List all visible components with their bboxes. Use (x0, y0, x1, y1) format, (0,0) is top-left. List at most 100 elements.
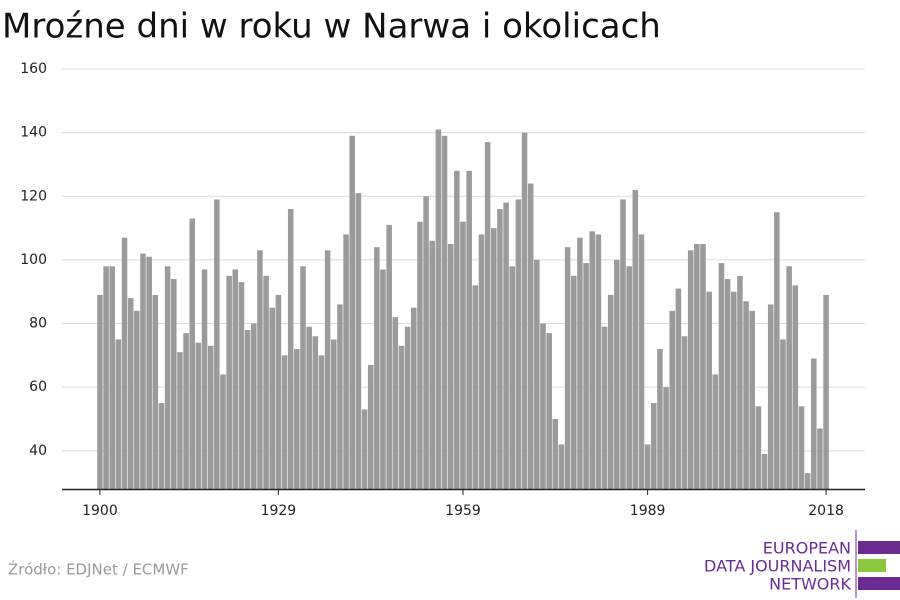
bar (287, 209, 294, 489)
bar (337, 304, 343, 489)
bar (404, 326, 411, 489)
bar (349, 135, 355, 489)
bar (583, 263, 589, 489)
bar (214, 199, 220, 490)
x-tick-label: 2018 (808, 503, 844, 519)
bar (171, 279, 177, 489)
bar (792, 285, 799, 489)
bar (189, 218, 195, 489)
bar (263, 275, 269, 489)
bar (657, 349, 663, 489)
bar (638, 234, 645, 489)
bar (158, 403, 165, 489)
bar (540, 323, 546, 489)
bar (257, 250, 263, 489)
bar (534, 259, 540, 489)
bar (374, 247, 380, 489)
bar (238, 282, 245, 489)
bar (798, 406, 805, 489)
logo-bar (858, 559, 886, 572)
bar (355, 193, 362, 489)
bar (423, 196, 429, 490)
bar (331, 339, 337, 489)
bar (811, 358, 817, 489)
bar (823, 294, 829, 489)
bar (164, 266, 171, 489)
bar (503, 202, 509, 490)
bar (737, 275, 743, 489)
bar (632, 189, 639, 489)
bar (743, 301, 749, 489)
logo-bar (858, 541, 900, 554)
x-tick-label: 1989 (630, 503, 666, 519)
bar (786, 266, 792, 489)
bar (484, 142, 491, 489)
bar (121, 237, 128, 489)
bar (447, 244, 454, 489)
y-tick-label: 120 (20, 188, 47, 204)
logo-text: EUROPEAN (763, 539, 851, 558)
y-tick-label: 140 (20, 125, 47, 141)
bar (687, 250, 694, 489)
y-tick-label: 160 (20, 61, 47, 77)
y-tick-label: 40 (29, 443, 47, 459)
bar (552, 419, 559, 489)
bar (398, 345, 405, 489)
bar (712, 374, 719, 489)
bar (460, 221, 466, 489)
bar (220, 374, 226, 489)
bar (478, 234, 485, 489)
bar (700, 244, 706, 489)
bar (472, 285, 479, 489)
bar (546, 333, 552, 489)
bar (589, 231, 595, 490)
bar (183, 333, 189, 489)
bar (411, 307, 417, 489)
bar (620, 199, 626, 490)
bar (509, 266, 515, 489)
bar (146, 256, 152, 489)
bar (515, 199, 522, 490)
logo: EUROPEAN DATA JOURNALISM NETWORK (704, 530, 900, 598)
bar (380, 269, 386, 489)
bar (226, 275, 232, 489)
bar (718, 263, 725, 489)
bar (527, 183, 534, 489)
bar (614, 259, 620, 489)
x-tick-label: 1929 (261, 503, 297, 519)
y-tick-label: 100 (20, 252, 47, 268)
chart-title: Mroźne dni w roku w Narwa i okolicach (2, 7, 661, 47)
bar (392, 317, 399, 489)
source: Źródło: EDJNet / ECMWF (8, 560, 189, 579)
bar (140, 253, 146, 489)
bar (749, 310, 755, 489)
bar (804, 473, 811, 489)
bar (367, 364, 374, 489)
bar (607, 294, 614, 489)
bar (306, 326, 312, 489)
bar (644, 444, 651, 489)
bar (441, 135, 448, 489)
bar (767, 304, 774, 489)
bar (269, 307, 275, 489)
bar (675, 288, 682, 489)
bar (558, 444, 565, 489)
bar (761, 454, 768, 489)
bar (324, 250, 331, 489)
bar (435, 129, 442, 490)
bar (361, 409, 368, 489)
bar (497, 209, 503, 489)
bar (755, 406, 762, 489)
bar (694, 244, 700, 489)
bar (780, 339, 786, 489)
logo-text: DATA JOURNALISM (704, 557, 851, 576)
bar (663, 387, 669, 489)
bar (724, 279, 731, 489)
bar (312, 336, 319, 489)
bar (577, 237, 583, 489)
bar (134, 310, 140, 489)
bar (201, 269, 208, 489)
bar (244, 329, 251, 489)
bar (275, 294, 282, 489)
